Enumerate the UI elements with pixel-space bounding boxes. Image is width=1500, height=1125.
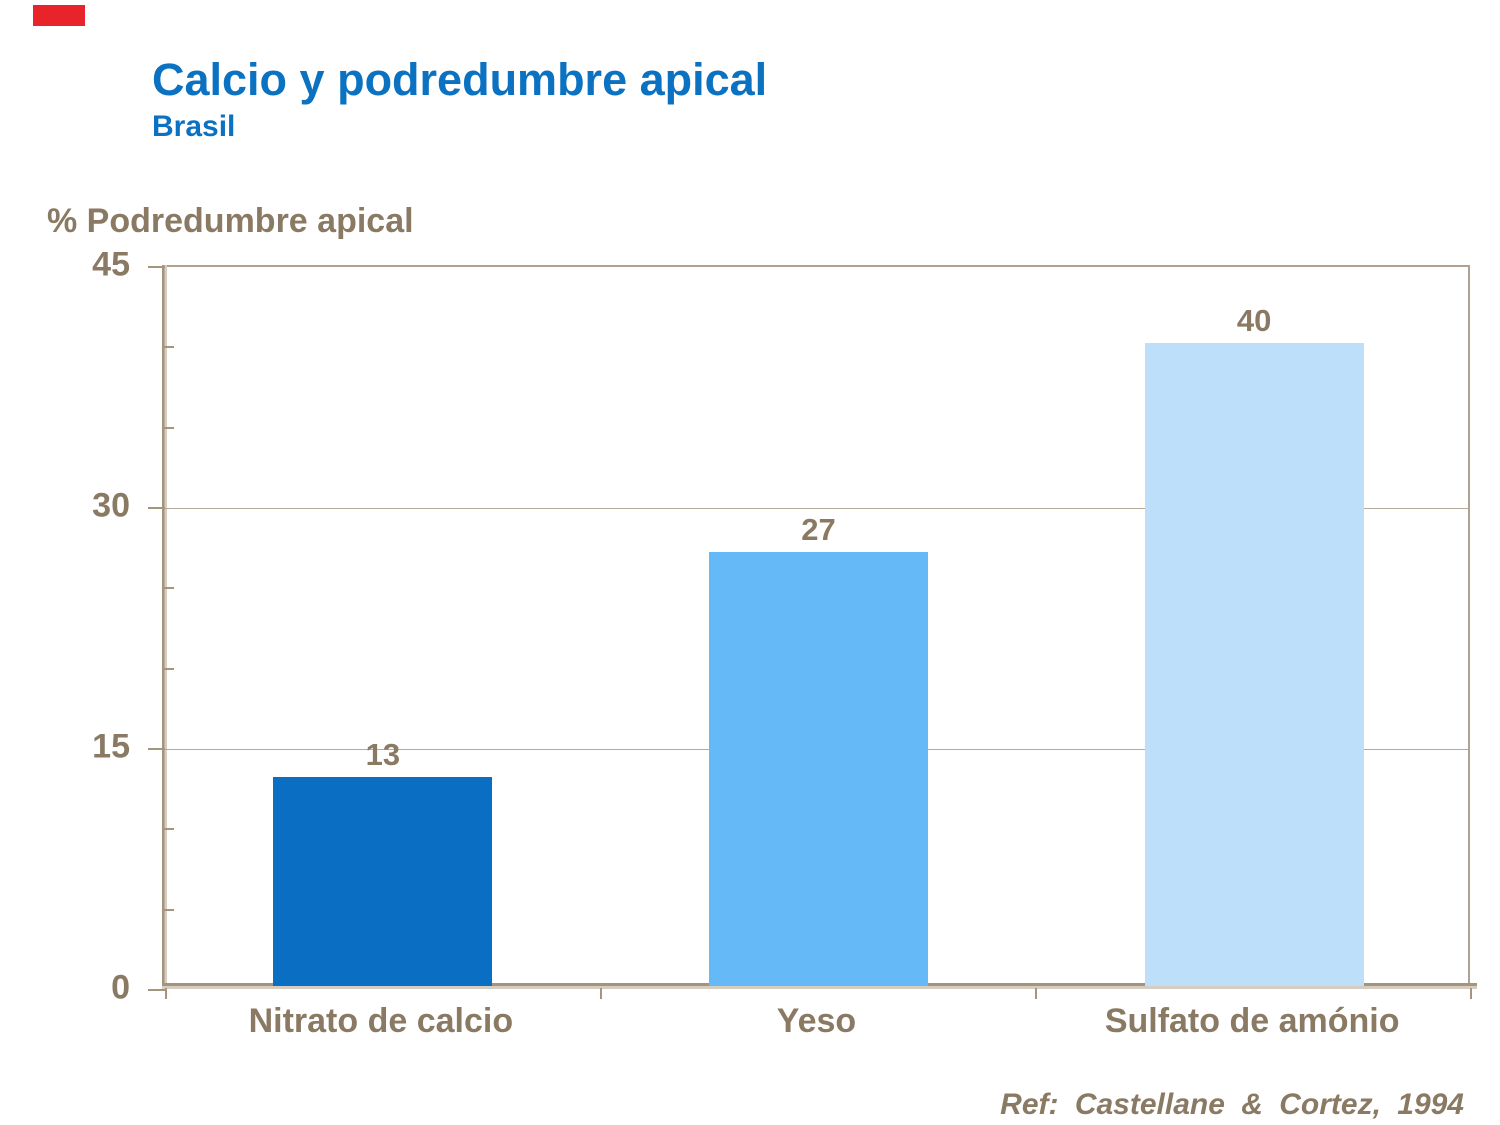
bar-value-label-nitrato-de-calcio: 13 — [365, 737, 401, 773]
y-major-tick-15 — [148, 748, 165, 750]
bar-value-label-sulfato-de-amonio: 40 — [1236, 303, 1272, 339]
bar-yeso — [709, 552, 928, 986]
y-tick-label-45: 45 — [92, 245, 130, 284]
x-axis-line — [162, 983, 1477, 989]
category-label-yeso: Yeso — [776, 1002, 857, 1040]
bar-sulfato-de-amonio — [1145, 343, 1364, 986]
y-axis-title: % Podredumbre apical — [47, 202, 414, 240]
y-minor-tick-35 — [163, 426, 174, 429]
y-major-tick-0 — [148, 989, 165, 991]
y-minor-tick-10 — [163, 828, 174, 831]
bar-chart-plot-area: 13 27 40 — [148, 265, 1477, 999]
x-boundary-tick-3 — [1470, 988, 1472, 999]
y-tick-label-30: 30 — [92, 486, 130, 525]
y-axis-line — [162, 265, 167, 988]
bar-value-label-yeso: 27 — [801, 512, 836, 548]
y-minor-tick-5 — [163, 908, 174, 911]
y-major-tick-30 — [148, 507, 165, 509]
y-minor-tick-25 — [163, 587, 174, 590]
x-boundary-tick-1 — [599, 988, 602, 999]
y-minor-tick-40 — [163, 346, 174, 349]
category-label-sulfato-de-amonio: Sulfato de amónio — [1104, 1002, 1400, 1040]
slide-subtitle: Brasil — [152, 110, 236, 143]
y-minor-tick-20 — [163, 667, 174, 670]
gridline-30 — [165, 507, 1468, 509]
x-boundary-tick-0 — [165, 988, 167, 999]
y-major-tick-45 — [148, 266, 165, 268]
bar-nitrato-de-calcio — [273, 777, 492, 986]
x-boundary-tick-2 — [1035, 988, 1038, 999]
red-accent-mark — [33, 5, 85, 26]
y-tick-label-0: 0 — [111, 968, 130, 1007]
reference-citation: Ref: Castellane & Cortez, 1994 — [1000, 1088, 1464, 1121]
slide-title: Calcio y podredumbre apical — [152, 54, 768, 105]
y-tick-label-15: 15 — [92, 727, 130, 766]
category-label-nitrato-de-calcio: Nitrato de calcio — [248, 1002, 514, 1040]
